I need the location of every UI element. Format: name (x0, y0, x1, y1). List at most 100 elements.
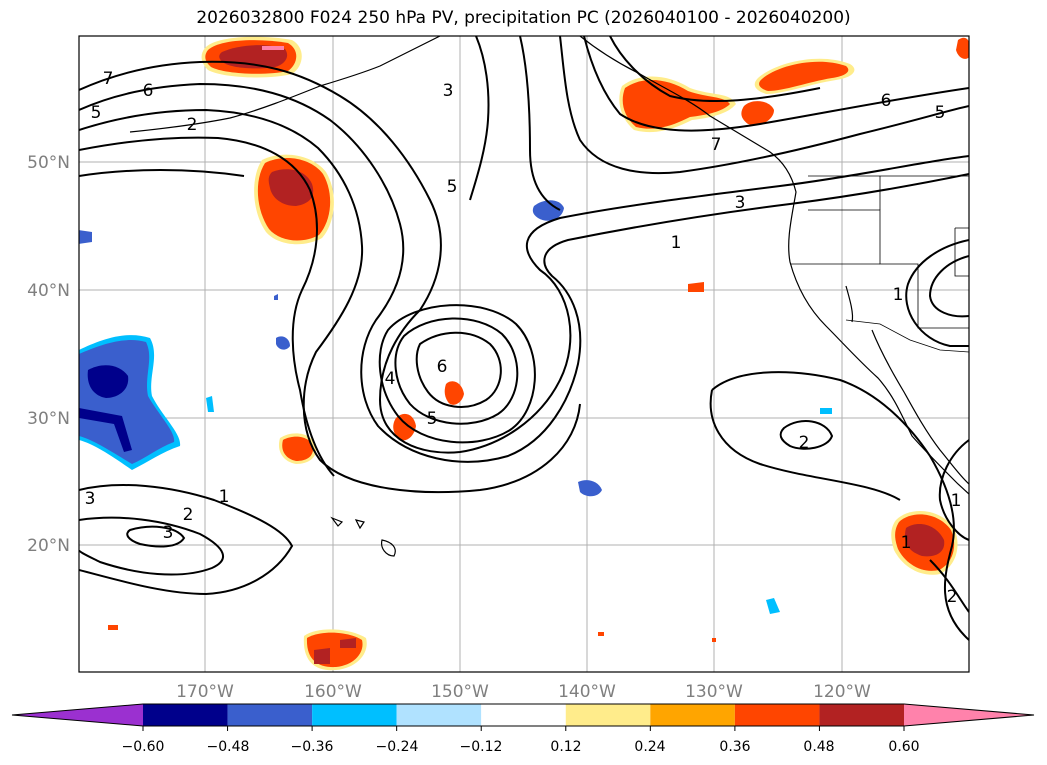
lon-label-170w: 170°W (176, 682, 234, 702)
pv-contour-23 (929, 559, 969, 613)
pv-contours (79, 36, 969, 641)
colorbar-segment (227, 704, 313, 726)
colorbar-labels: −0.60 −0.48 −0.36 −0.24 −0.12 0.12 0.24 … (122, 739, 920, 755)
colorbar-segment (565, 704, 651, 726)
colorbar-segment (396, 704, 482, 726)
pv-label: 7 (103, 69, 114, 89)
pv-label: 5 (91, 103, 102, 123)
pv-contour-22 (938, 439, 969, 541)
colorbar-extend-low (12, 704, 143, 726)
precip-patch-negative-small-4 (820, 408, 832, 414)
pv-contour-1 (79, 60, 969, 454)
coastlines (129, 36, 969, 557)
colorbar: −0.60 −0.48 −0.36 −0.24 −0.12 0.12 0.24 … (11, 703, 1035, 755)
map-panel: 7 6 5 2 3 5 6 5 7 3 1 1 4 6 5 2 1 2 3 3 (78, 35, 970, 673)
colorbar-tick-label: −0.12 (460, 739, 503, 755)
pv-contour-13 (609, 36, 821, 103)
precip-patch-subtropical (108, 282, 716, 671)
pv-contour-7 (394, 317, 519, 425)
colorbar-ticks (142, 726, 905, 731)
lat-label-20n: 20°N (27, 536, 70, 556)
precip-patch-negative-small-2 (206, 396, 214, 412)
pv-label: 5 (447, 177, 458, 197)
border-us-mexico (845, 319, 969, 353)
pv-contour-5 (79, 169, 245, 177)
gridlines (79, 36, 969, 672)
pv-label: 1 (901, 533, 912, 553)
pv-label: 3 (443, 81, 454, 101)
pv-contour-15 (79, 516, 224, 576)
colorbar-tick-label: 0.36 (719, 739, 750, 755)
precip-patch-negative-small-5 (274, 294, 278, 300)
precip-positive-areas (108, 36, 969, 671)
colorbar-tick-label: 0.48 (803, 739, 834, 755)
lat-label-40n: 40°N (27, 281, 70, 301)
pv-label: 1 (219, 487, 230, 507)
precip-patch-negative-central (532, 200, 564, 221)
pv-contour-2 (79, 82, 969, 463)
precip-patch-negative-small-3 (766, 598, 780, 614)
map-background (79, 36, 969, 672)
precip-negative-areas (79, 200, 832, 614)
precip-patch-canada (741, 37, 969, 126)
pv-contour-6 (415, 331, 502, 408)
pv-contour-8 (378, 304, 536, 444)
pv-label: 6 (437, 357, 448, 377)
coastline-aleutians (129, 36, 441, 133)
precip-patch-north-pacific (254, 154, 334, 245)
border-states-west (808, 209, 969, 329)
lat-label-30n: 30°N (27, 409, 70, 429)
lon-label-130w: 130°W (685, 682, 743, 702)
precip-patch-negative-south-central (578, 480, 602, 497)
pv-label: 1 (951, 491, 962, 511)
map-title: 2026032800 F024 250 hPa PV, precipitatio… (196, 8, 851, 28)
precip-patch-gulf-alaska (201, 36, 302, 78)
colorbar-segment (143, 704, 228, 726)
lon-label-120w: 120°W (813, 682, 871, 702)
pv-contour-10 (519, 36, 561, 211)
borders (790, 175, 969, 353)
pv-contour-3 (79, 108, 581, 494)
colorbar-tick-label: −0.48 (207, 739, 250, 755)
latitude-labels: 50°N 40°N 30°N 20°N (27, 153, 70, 556)
pv-label: 3 (163, 523, 174, 543)
colorbar-tick-label: −0.60 (122, 739, 165, 755)
pv-label: 3 (735, 193, 746, 213)
pv-label: 5 (935, 103, 946, 123)
colorbar-tick-label: 0.12 (550, 739, 581, 755)
pv-label: 2 (799, 433, 810, 453)
precip-patch-negative-west-edge (79, 230, 92, 244)
pv-label: 2 (187, 115, 198, 135)
lon-label-160w: 160°W (304, 682, 362, 702)
longitude-labels: 170°W 160°W 150°W 140°W 130°W 120°W (176, 682, 871, 702)
colorbar-extend-high (904, 704, 1034, 726)
pv-contour-19 (779, 420, 834, 450)
precip-patch-mexico (891, 510, 958, 575)
pv-contour-9 (469, 36, 490, 201)
colorbar-tick-label: −0.36 (291, 739, 334, 755)
pv-contour-18 (709, 389, 901, 501)
pv-label: 2 (947, 587, 958, 607)
pv-contour-14 (79, 484, 294, 596)
pv-label: 3 (85, 489, 96, 509)
pv-contour-16 (126, 525, 186, 548)
lon-label-150w: 150°W (431, 682, 489, 702)
colorbar-segment (481, 704, 566, 726)
precip-patch-west-pacific-negative (79, 335, 181, 470)
map-frame (78, 35, 970, 673)
colorbar-tick-label: 0.60 (888, 739, 919, 755)
colorbar-segment (819, 704, 904, 726)
colorbar-segments (11, 703, 1035, 727)
precip-patch-bc-coast (619, 76, 736, 133)
colorbar-tick-label: −0.24 (376, 739, 419, 755)
coastline-baja-east (871, 329, 969, 485)
pv-label: 4 (385, 369, 396, 389)
lon-label-140w: 140°W (558, 682, 616, 702)
pv-label: 1 (893, 285, 904, 305)
pv-label: 5 (427, 409, 438, 429)
colorbar-segment (734, 704, 820, 726)
pv-label: 1 (671, 233, 682, 253)
pv-contour-17 (711, 371, 969, 641)
pv-label: 2 (183, 505, 194, 525)
